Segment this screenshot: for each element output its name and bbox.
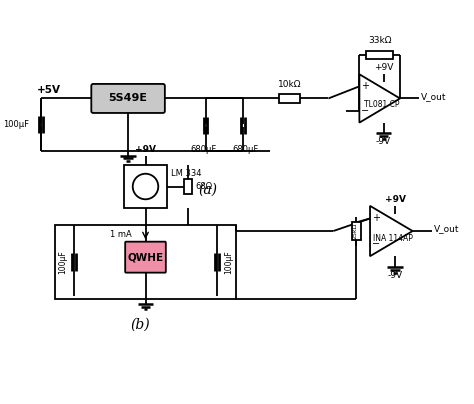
Text: -9V: -9V [376,137,391,146]
Text: (b): (b) [130,318,149,332]
Bar [184,179,192,194]
Bar [366,50,393,59]
Text: V_out: V_out [421,92,447,101]
Text: +9V: +9V [135,145,156,154]
Text: V_out: V_out [434,225,459,234]
Text: 100μF: 100μF [3,120,29,129]
Text: (a): (a) [198,183,217,197]
Text: +9V: +9V [385,195,406,204]
FancyBboxPatch shape [91,84,165,113]
Text: 68Ω: 68Ω [196,182,213,191]
Text: 100μF: 100μF [224,250,233,274]
Text: +: + [372,213,380,223]
Text: 25kΩ: 25kΩ [352,223,357,239]
Text: +5V: +5V [37,84,61,95]
Text: 33kΩ: 33kΩ [368,36,392,45]
Text: 680μF: 680μF [191,145,217,154]
Bar [352,222,361,240]
Text: 1 mA: 1 mA [110,230,132,240]
Text: INA 114AP: INA 114AP [374,234,413,243]
Text: +: + [361,81,369,91]
Bar [55,225,237,299]
Text: −: − [372,239,380,248]
FancyBboxPatch shape [125,242,166,273]
Text: +9V: +9V [374,63,393,72]
Bar [124,165,167,208]
Text: 680μF: 680μF [232,145,258,154]
Text: -9V: -9V [388,271,403,280]
Text: LM 334: LM 334 [171,169,201,178]
Text: QWHE: QWHE [128,252,164,262]
Text: 5S49E: 5S49E [109,93,147,103]
Text: 100μF: 100μF [58,250,67,274]
Text: 10kΩ: 10kΩ [278,80,301,89]
Text: −: − [361,105,369,116]
Text: TL081 CP: TL081 CP [364,100,400,109]
Bar [279,94,301,103]
